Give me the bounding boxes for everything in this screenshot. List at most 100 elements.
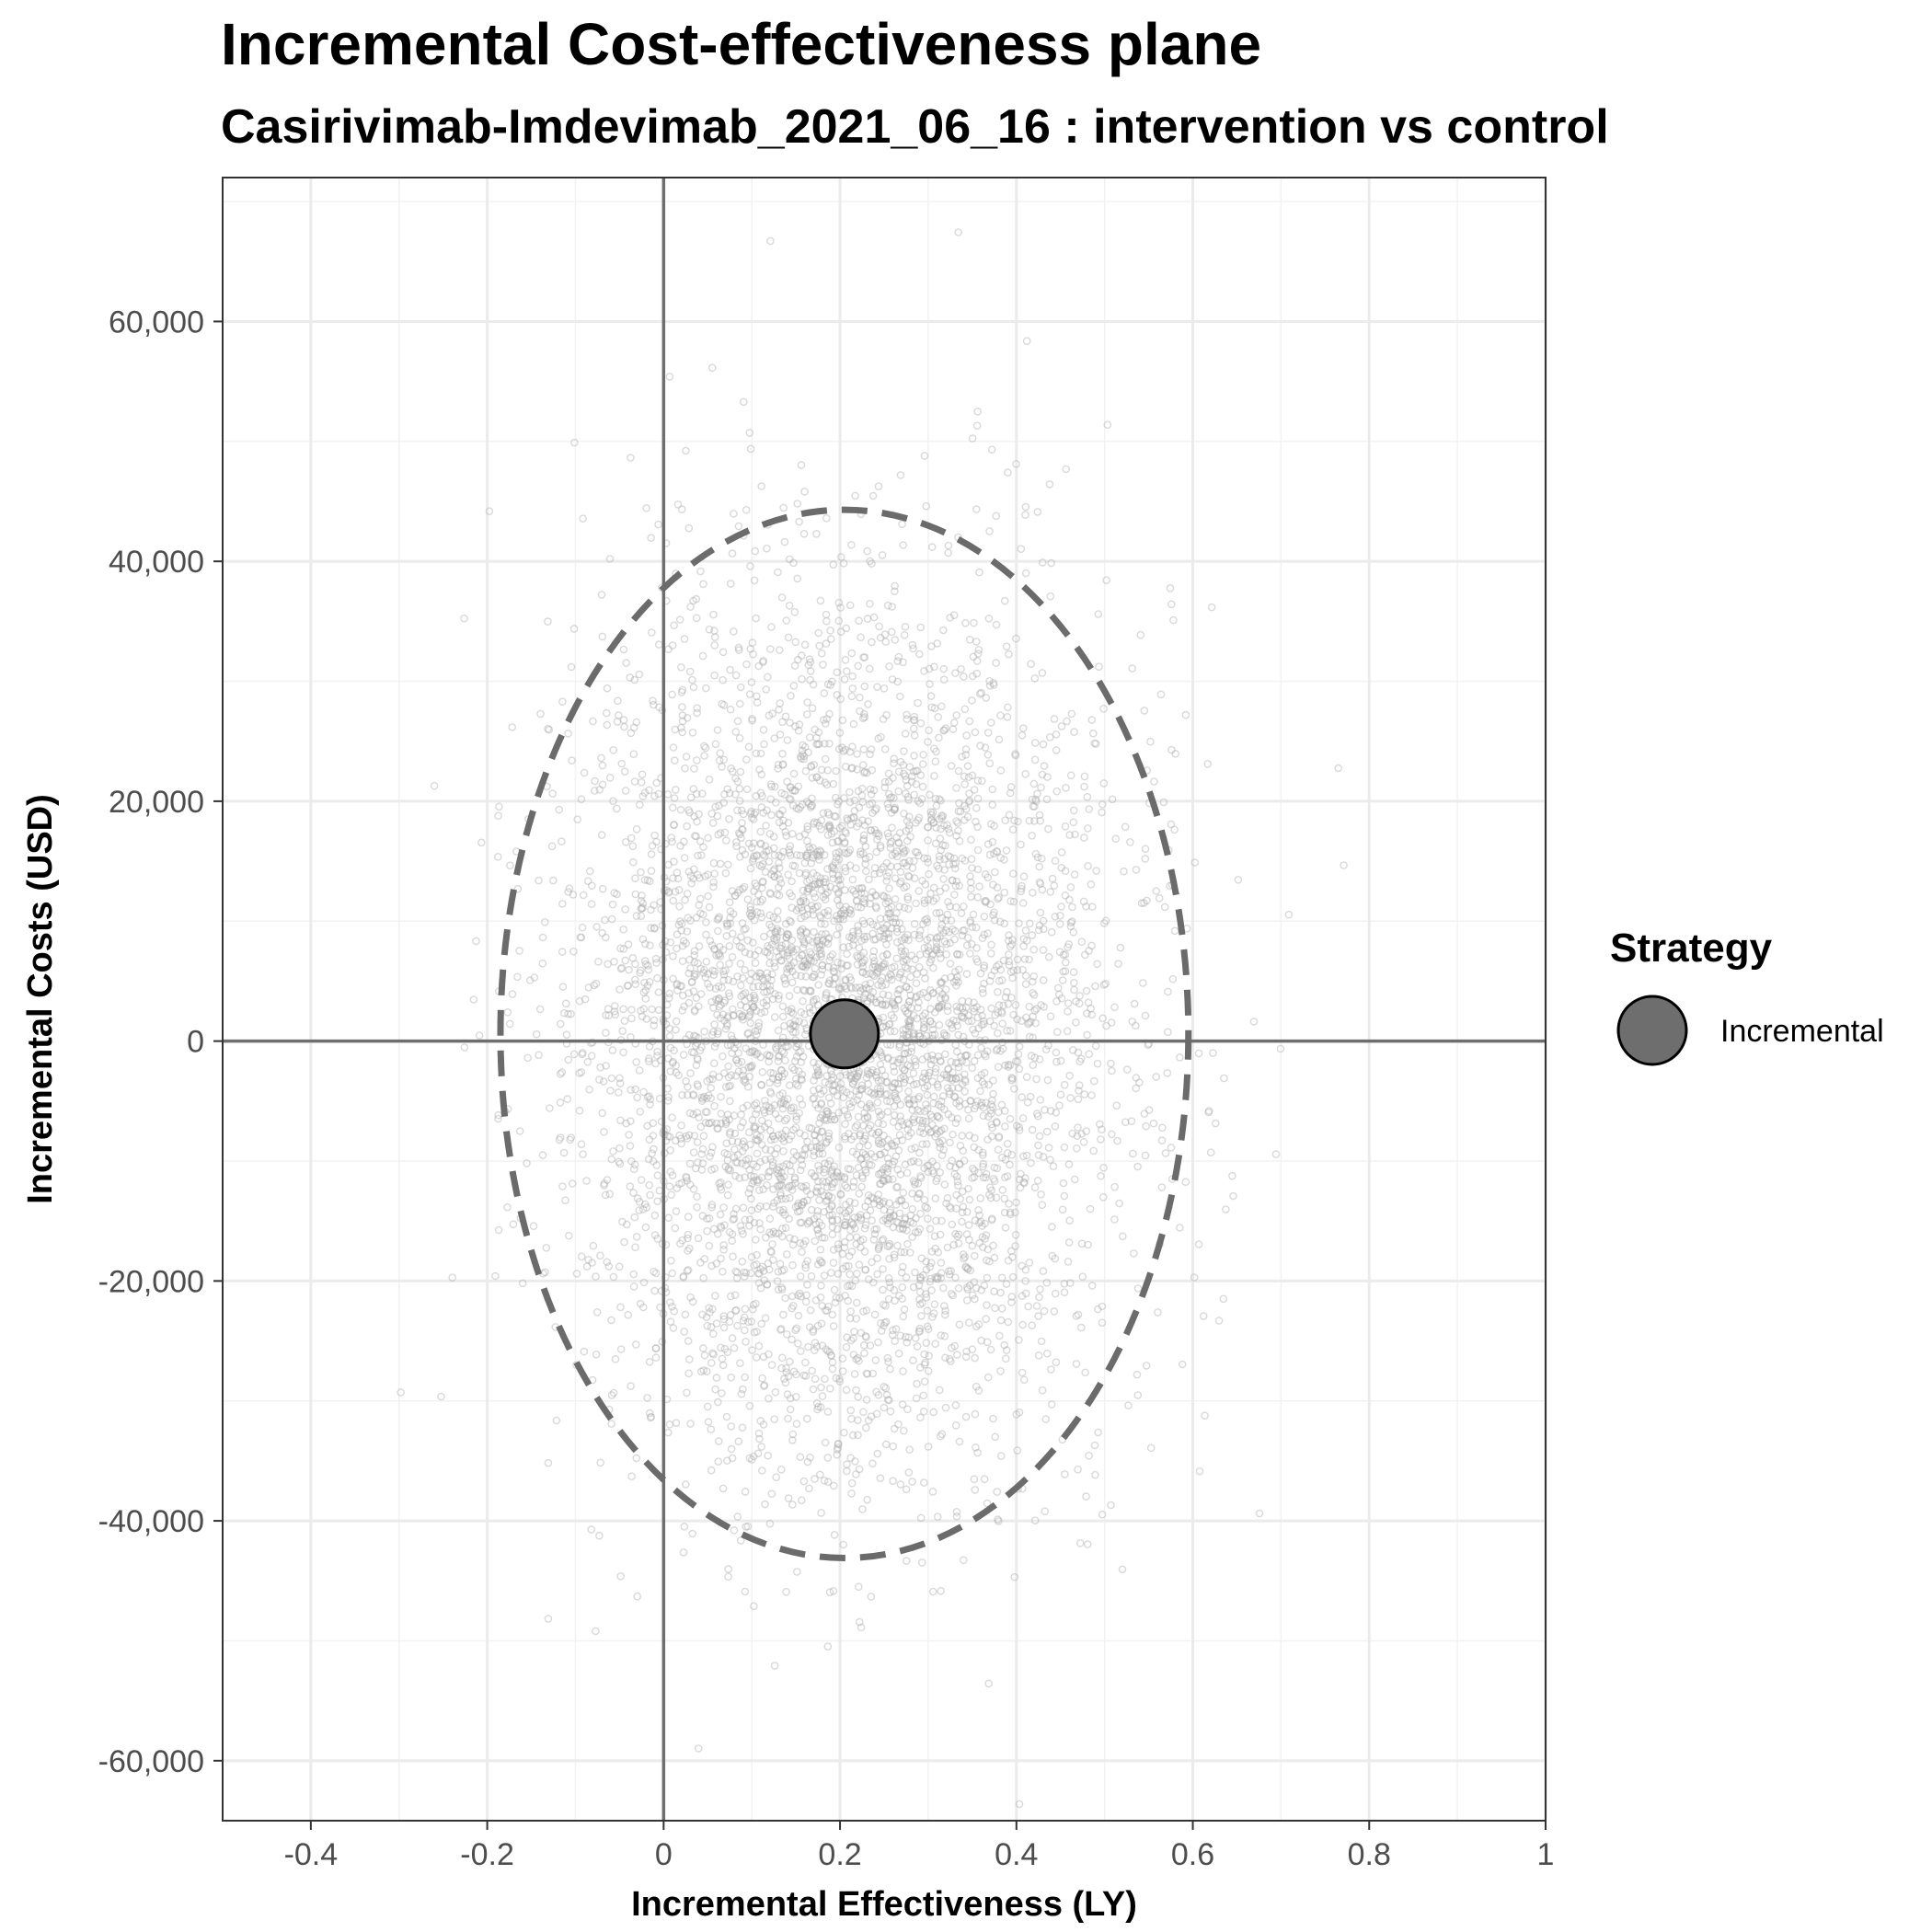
simulation-point: [765, 1167, 775, 1176]
simulation-point: [854, 903, 862, 912]
simulation-point: [992, 659, 1000, 667]
simulation-point: [876, 964, 884, 973]
simulation-point: [799, 1052, 808, 1061]
simulation-point: [815, 846, 824, 855]
simulation-point: [990, 681, 998, 689]
simulation-point: [995, 917, 1005, 926]
simulation-point: [1034, 1312, 1042, 1320]
simulation-point: [1018, 730, 1027, 740]
simulation-point: [1037, 783, 1045, 792]
simulation-point: [960, 772, 969, 781]
simulation-point: [817, 765, 826, 775]
simulation-point: [615, 711, 623, 719]
simulation-point: [599, 1077, 608, 1086]
simulation-point: [721, 868, 730, 878]
simulation-point: [629, 1282, 638, 1291]
simulation-point: [882, 858, 891, 868]
simulation-point: [737, 683, 745, 692]
simulation-point: [841, 1120, 849, 1129]
simulation-point: [790, 1235, 799, 1244]
simulation-point: [615, 1157, 623, 1167]
simulation-point: [802, 1186, 811, 1195]
simulation-point: [579, 1150, 587, 1158]
simulation-point: [1005, 957, 1013, 966]
simulation-point: [915, 1148, 924, 1157]
simulation-point: [627, 1382, 635, 1390]
simulation-point: [748, 909, 757, 918]
plot-panel: [223, 178, 1546, 1821]
simulation-point: [579, 891, 588, 900]
simulation-point: [875, 832, 883, 841]
simulation-point: [719, 1010, 728, 1018]
simulation-point: [907, 1157, 915, 1167]
simulation-point: [830, 1531, 839, 1539]
simulation-point: [874, 1190, 883, 1199]
simulation-point: [881, 1163, 891, 1172]
simulation-point: [567, 662, 576, 672]
simulation-point: [834, 1439, 843, 1448]
simulation-point: [763, 1180, 771, 1190]
simulation-point: [922, 1140, 931, 1148]
simulation-point: [679, 1051, 688, 1059]
simulation-point: [638, 1205, 648, 1213]
simulation-point: [681, 764, 689, 773]
simulation-point: [742, 925, 750, 933]
simulation-point: [940, 855, 949, 864]
simulation-point: [1006, 783, 1016, 791]
simulation-point: [791, 1123, 800, 1132]
simulation-point: [960, 816, 969, 824]
simulation-point: [829, 861, 837, 870]
simulation-point: [966, 1281, 974, 1290]
simulation-point: [918, 1055, 927, 1064]
simulation-point: [815, 1196, 823, 1204]
simulation-point: [933, 934, 941, 943]
simulation-point: [891, 1093, 900, 1102]
simulation-point: [892, 852, 902, 861]
simulation-point: [1081, 1368, 1089, 1377]
simulation-point: [894, 1079, 903, 1088]
simulation-point: [816, 1470, 824, 1479]
simulation-point: [582, 1262, 592, 1271]
simulation-point: [983, 1256, 991, 1265]
simulation-point: [766, 1089, 776, 1098]
simulation-point: [672, 1061, 681, 1070]
simulation-point: [960, 1252, 970, 1261]
simulation-point: [536, 709, 545, 719]
simulation-point: [815, 851, 824, 859]
simulation-point: [776, 956, 786, 965]
simulation-point: [841, 1292, 850, 1300]
simulation-point: [780, 1374, 788, 1383]
simulation-point: [956, 1160, 964, 1168]
simulation-point: [613, 890, 621, 899]
simulation-point: [822, 1197, 831, 1206]
simulation-point: [811, 725, 820, 734]
simulation-point: [730, 1011, 738, 1020]
simulation-point: [563, 1095, 572, 1103]
simulation-point: [926, 680, 934, 688]
simulation-point: [666, 1146, 675, 1155]
simulation-point: [771, 1229, 780, 1237]
simulation-point: [833, 1450, 842, 1459]
simulation-point: [853, 1072, 862, 1080]
simulation-point: [615, 1088, 623, 1097]
simulation-point: [868, 920, 878, 929]
simulation-point: [1013, 1446, 1022, 1455]
simulation-point: [898, 1220, 907, 1228]
simulation-point: [679, 1273, 688, 1282]
simulation-point: [777, 1098, 786, 1107]
simulation-point: [827, 635, 835, 643]
simulation-point: [1028, 1321, 1036, 1329]
simulation-point: [824, 1134, 834, 1144]
simulation-point: [899, 950, 908, 960]
simulation-point: [858, 798, 868, 807]
simulation-point: [638, 899, 648, 908]
simulation-point: [871, 891, 880, 900]
simulation-point: [895, 973, 903, 982]
simulation-point: [810, 1214, 819, 1224]
simulation-point: [1025, 1018, 1033, 1027]
simulation-point: [1098, 808, 1106, 817]
simulation-point: [773, 914, 782, 924]
simulation-point: [860, 935, 869, 944]
simulation-point: [945, 1202, 954, 1211]
simulation-point: [1030, 802, 1039, 811]
